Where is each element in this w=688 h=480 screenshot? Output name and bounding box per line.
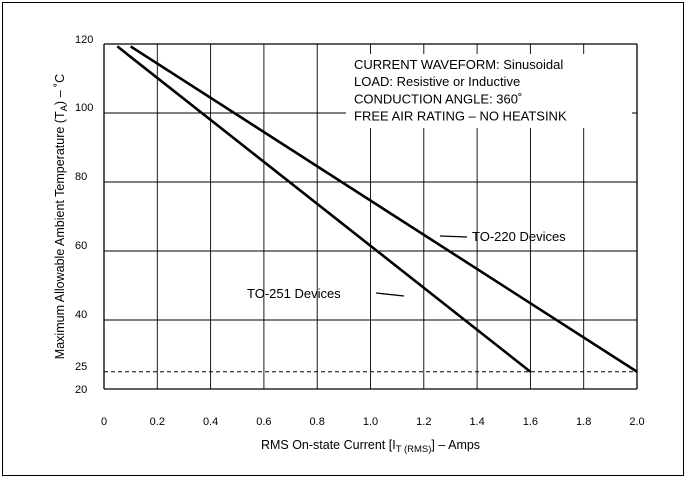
to251-leader-line [375,292,405,297]
y-tick-label: 20 [75,384,87,396]
y-tick-label: 25 [75,361,87,373]
x-axis-label-suffix: ] – Amps [431,438,480,452]
x-tick-label: 0 [101,416,107,428]
y-tick-labels: 20 25 40 60 80 100 120 [75,34,93,396]
y-tick-label: 80 [75,171,87,183]
series-line-to220 [129,45,638,373]
x-tick-label: 1.0 [363,416,378,428]
x-tick-label: 1.6 [523,416,538,428]
y-axis-label-main: Maximum Allowable Ambient Temperature (T [53,111,67,359]
x-tick-label: 2.0 [629,416,644,428]
annotation-line: FREE AIR RATING – NO HEATSINK [354,109,567,124]
series-labels: TO-220 Devices TO-251 Devices [247,229,566,301]
series-lines [116,45,638,373]
x-axis-label: RMS On-state Current [IT (RMS)] – Amps [261,438,480,455]
x-tick-label: 0.2 [150,416,165,428]
to220-leader-line [439,235,468,238]
annotation-line: LOAD: Resistive or Inductive [354,74,520,89]
y-axis-label-subscript: A [59,104,70,111]
x-axis-label-subscript: T (RMS) [396,444,432,455]
chart-frame [2,2,684,476]
y-tick-label: 100 [75,102,93,114]
series-line-to251 [116,45,532,373]
x-tick-label: 0.8 [310,416,325,428]
grid-lines [103,43,638,390]
x-tick-label: 1.8 [576,416,591,428]
to251-label: TO-251 Devices [247,286,341,301]
annotation-line: CURRENT WAVEFORM: Sinusoidal [354,57,563,72]
y-tick-label: 120 [75,34,93,46]
y-tick-label: 40 [75,309,87,321]
y-axis-label-suffix: ) – ˚C [53,74,67,105]
y-tick-label: 60 [75,240,87,252]
x-tick-labels: 0 0.2 0.4 0.6 0.8 1.0 1.2 1.4 1.6 1.8 2.0 [101,416,645,428]
x-tick-label: 0.6 [256,416,271,428]
annotation-line: CONDUCTION ANGLE: 360˚ [354,91,522,106]
annotation-box [346,54,632,128]
annotation-text: CURRENT WAVEFORM: Sinusoidal LOAD: Resist… [354,57,567,124]
to220-label: TO-220 Devices [472,229,566,244]
x-tick-label: 1.4 [469,416,484,428]
x-axis-label-main: RMS On-state Current [I [261,438,396,452]
x-tick-label: 0.4 [203,416,218,428]
y-axis-label: Maximum Allowable Ambient Temperature (T… [53,74,70,359]
x-tick-label: 1.2 [416,416,431,428]
